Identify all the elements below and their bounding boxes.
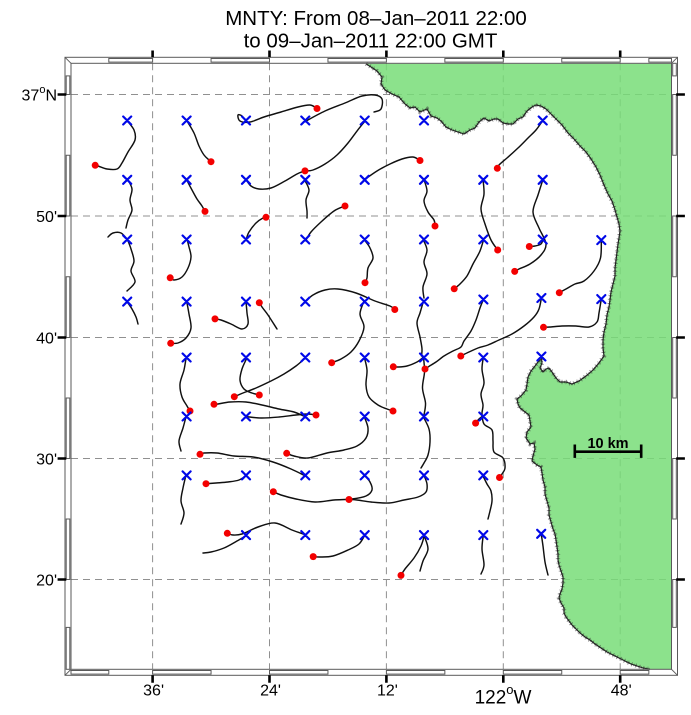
svg-text:36': 36' (143, 683, 164, 700)
svg-text:122oW: 122oW (475, 682, 532, 708)
svg-text:to 09–Jan–2011 22:00 GMT: to 09–Jan–2011 22:00 GMT (244, 30, 498, 53)
svg-text:40': 40' (36, 331, 57, 348)
svg-text:37oN: 37oN (22, 84, 57, 105)
svg-text:MNTY: From 08–Jan–2011 22:00: MNTY: From 08–Jan–2011 22:00 (225, 7, 527, 30)
svg-text:20': 20' (36, 573, 57, 590)
svg-text:10 km: 10 km (587, 436, 628, 452)
svg-text:12': 12' (377, 683, 398, 700)
svg-text:48': 48' (611, 683, 632, 700)
svg-text:50': 50' (36, 209, 57, 226)
svg-text:24': 24' (260, 683, 281, 700)
svg-text:30': 30' (36, 452, 57, 469)
